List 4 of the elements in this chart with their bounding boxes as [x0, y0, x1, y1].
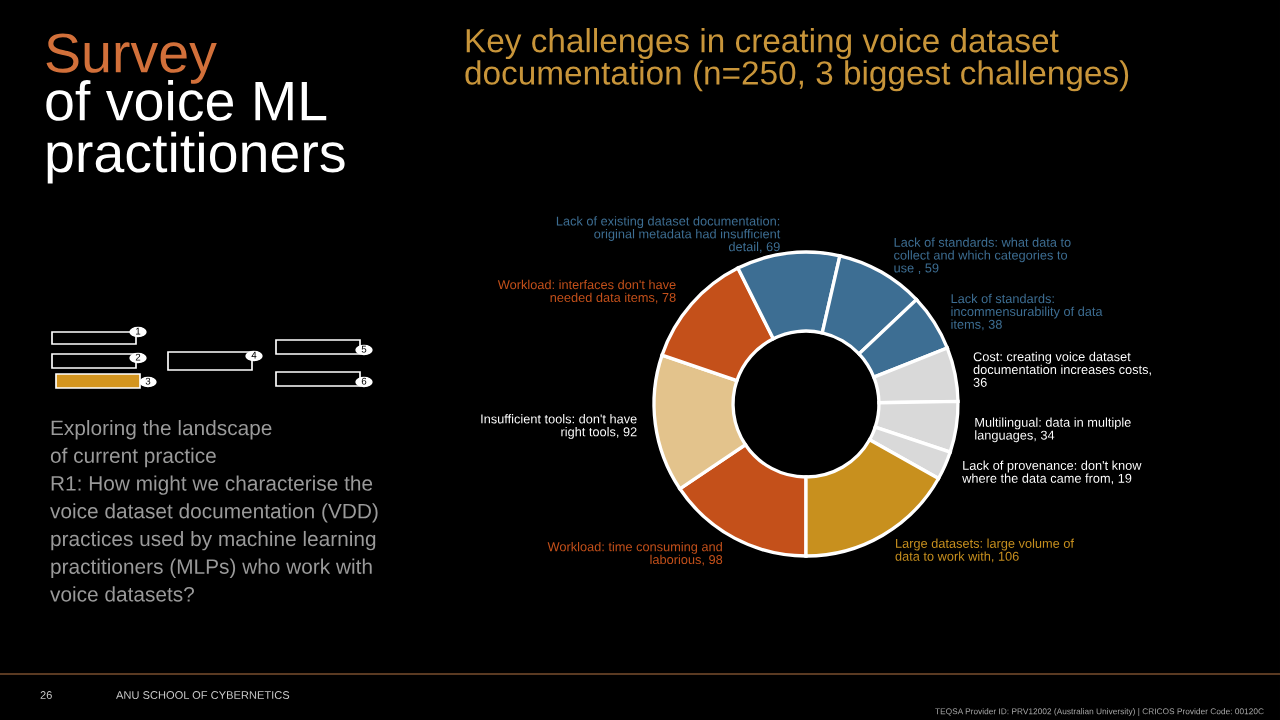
text: Exploring the landscape of current practice R1: How might we characterise the voice dataset documentation (VDD) practices used by machine learning practitioners (MLPs) who work with voice datasets?: [50, 420, 378, 602]
chart-title: Key challenges in creating voice dataset documentation (n=250, 3 biggest challenges): [465, 28, 1129, 92]
text: Survey: [46, 33, 217, 84]
text: of voice ML practitioners: [46, 80, 345, 184]
